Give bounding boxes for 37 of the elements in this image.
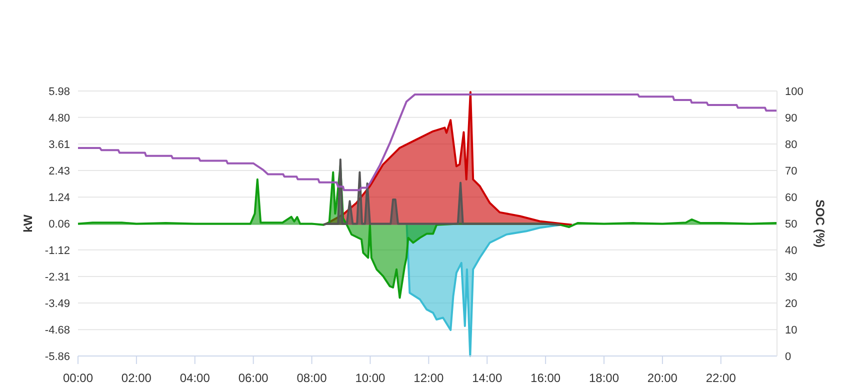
y-tick-label: -4.68 — [44, 324, 70, 337]
y2-tick-label: 90 — [785, 112, 798, 124]
y2-tick-label: 20 — [785, 298, 798, 310]
y-tick-label: 5.98 — [48, 86, 70, 98]
x-tick-label: 22:00 — [706, 371, 736, 385]
x-tick-label: 00:00 — [62, 371, 94, 385]
x-tick-label: 12:00 — [414, 371, 444, 385]
x-tick-label: 16:00 — [530, 371, 561, 385]
y-tick-label: 0.06 — [48, 218, 70, 230]
y2-axis-title: SOC (%) — [813, 200, 827, 248]
y-axis-title: kW — [21, 214, 35, 232]
x-tick-label: 20:00 — [647, 371, 678, 385]
y-tick-label: -5.86 — [44, 351, 70, 363]
y2-tick-label: 70 — [785, 166, 798, 178]
line-series — [77, 93, 778, 192]
x-tick-label: 02:00 — [121, 371, 152, 385]
y2-tick-label: 30 — [785, 272, 798, 284]
y2-tick-label: 10 — [785, 324, 798, 336]
x-tick-label: 14:00 — [472, 371, 502, 385]
y-tick-label: 2.43 — [48, 165, 70, 178]
x-tick-label: 10:00 — [355, 371, 386, 385]
y2-tick-label: 0 — [785, 351, 792, 363]
y-tick-label: 1.24 — [48, 192, 70, 204]
x-tick-label: 18:00 — [588, 371, 620, 385]
x-tick-label: 06:00 — [238, 371, 269, 385]
y2-tick-label: 60 — [785, 192, 798, 204]
y2-tick-label: 40 — [785, 245, 798, 257]
y2-tick-label: 80 — [785, 139, 798, 151]
y-tick-label: -1.12 — [44, 244, 70, 257]
x-tick-label: 08:00 — [296, 371, 328, 385]
y-tick-label: 3.61 — [48, 139, 70, 152]
y-tick-label: -2.31 — [44, 272, 70, 284]
y-tick-label: -3.49 — [44, 298, 70, 310]
y2-tick-label: 50 — [785, 218, 798, 230]
y2-tick-label: 100 — [785, 86, 804, 98]
x-tick-label: 04:00 — [180, 371, 210, 385]
y-tick-label: 4.80 — [48, 112, 70, 124]
